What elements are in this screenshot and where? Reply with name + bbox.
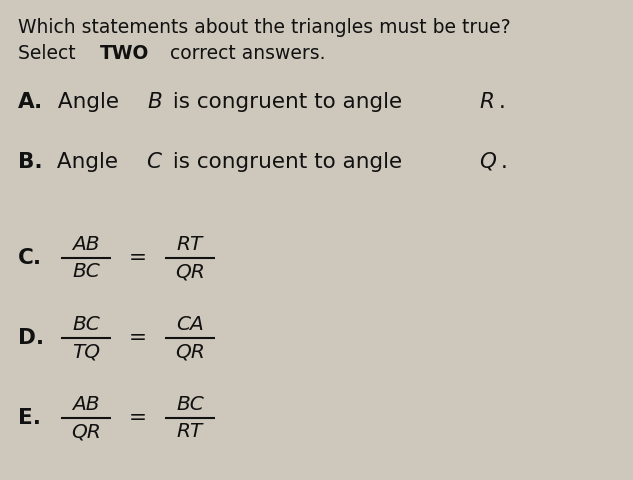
Text: R: R <box>480 92 495 112</box>
Text: is congruent to angle: is congruent to angle <box>166 92 409 112</box>
Text: TWO: TWO <box>100 44 149 63</box>
Text: RT: RT <box>177 235 203 254</box>
Text: CA: CA <box>176 315 204 334</box>
Text: is congruent to angle: is congruent to angle <box>166 152 409 172</box>
Text: Q: Q <box>479 152 496 172</box>
Text: BC: BC <box>72 262 100 281</box>
Text: Which statements about the triangles must be true?: Which statements about the triangles mus… <box>18 18 511 37</box>
Text: QR: QR <box>175 262 205 281</box>
Text: .: . <box>499 92 506 112</box>
Text: Angle: Angle <box>51 92 125 112</box>
Text: B.: B. <box>18 152 42 172</box>
Text: C.: C. <box>18 248 42 268</box>
Text: D.: D. <box>18 328 44 348</box>
Text: Select: Select <box>18 44 82 63</box>
Text: A.: A. <box>18 92 43 112</box>
Text: =: = <box>129 248 147 268</box>
Text: AB: AB <box>72 395 100 414</box>
Text: =: = <box>129 408 147 428</box>
Text: AB: AB <box>72 235 100 254</box>
Text: RT: RT <box>177 422 203 441</box>
Text: E.: E. <box>18 408 41 428</box>
Text: BC: BC <box>176 395 204 414</box>
Text: BC: BC <box>72 315 100 334</box>
Text: Angle: Angle <box>50 152 125 172</box>
Text: TQ: TQ <box>72 342 100 361</box>
Text: B: B <box>147 92 162 112</box>
Text: QR: QR <box>71 422 101 441</box>
Text: C: C <box>146 152 161 172</box>
Text: .: . <box>501 152 508 172</box>
Text: correct answers.: correct answers. <box>164 44 325 63</box>
Text: =: = <box>129 328 147 348</box>
Text: QR: QR <box>175 342 205 361</box>
